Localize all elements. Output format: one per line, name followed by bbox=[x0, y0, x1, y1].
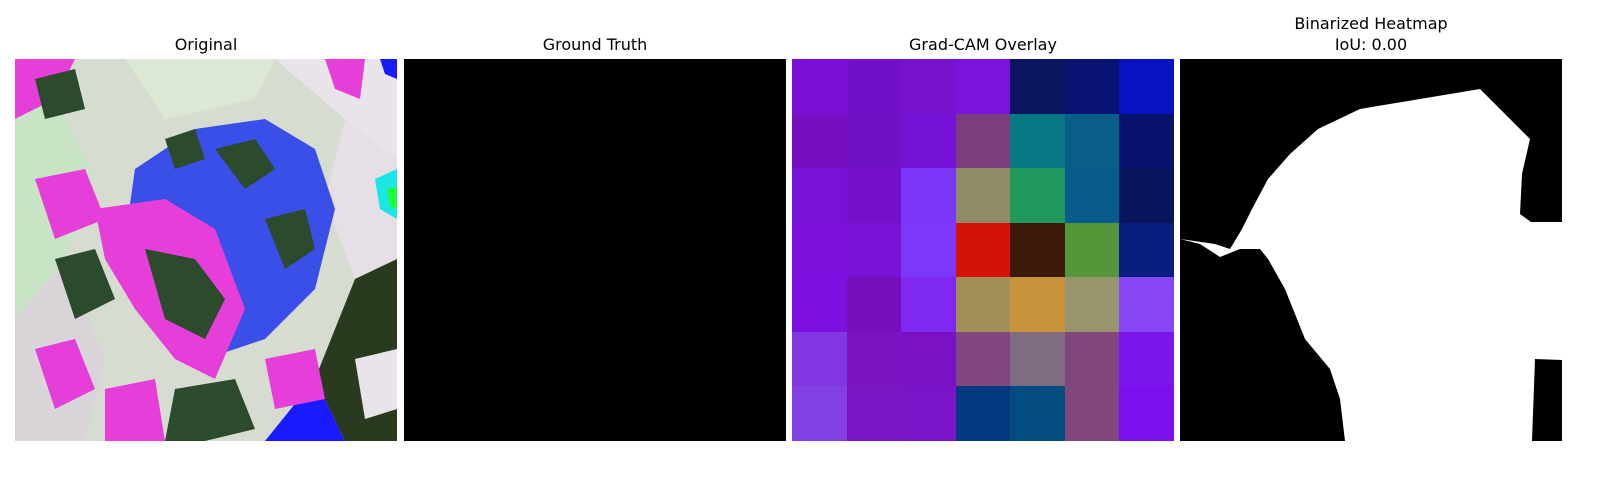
gradcam-cell bbox=[1065, 223, 1119, 277]
gradcam-cell bbox=[1010, 168, 1065, 223]
gradcam-cell bbox=[956, 59, 1010, 114]
gradcam-cell bbox=[1119, 59, 1174, 114]
binarized-heatmap-canvas bbox=[1180, 59, 1562, 441]
gradcam-cell bbox=[1065, 332, 1119, 386]
gradcam-cell bbox=[956, 386, 1010, 441]
ground-truth-title: Ground Truth bbox=[542, 35, 648, 54]
gradcam-cell bbox=[1119, 332, 1174, 386]
gradcam-cell bbox=[956, 277, 1010, 332]
gradcam-cell bbox=[1065, 277, 1119, 332]
gradcam-overlay-title: Grad-CAM Overlay bbox=[909, 35, 1057, 54]
gradcam-cell bbox=[901, 386, 956, 441]
gradcam-cell bbox=[956, 223, 1010, 277]
iou-score-label: IoU: 0.00 bbox=[1334, 35, 1408, 54]
gradcam-cell bbox=[1119, 114, 1174, 168]
gradcam-overlay bbox=[792, 59, 1174, 441]
gradcam-cell bbox=[956, 332, 1010, 386]
gradcam-cell bbox=[847, 277, 901, 332]
gradcam-cell bbox=[1010, 277, 1065, 332]
ground-truth-mask bbox=[404, 59, 786, 441]
gradcam-cell bbox=[847, 386, 901, 441]
gradcam-cell bbox=[1119, 168, 1174, 223]
original-image bbox=[15, 59, 397, 441]
gradcam-cell bbox=[792, 59, 847, 114]
binarized-heatmap bbox=[1180, 59, 1562, 441]
gradcam-cell bbox=[901, 168, 956, 223]
gradcam-cell bbox=[847, 223, 901, 277]
gradcam-cell bbox=[1010, 332, 1065, 386]
gradcam-cell bbox=[792, 386, 847, 441]
gradcam-cell bbox=[1119, 386, 1174, 441]
gradcam-cell bbox=[1119, 223, 1174, 277]
gradcam-cell bbox=[1010, 114, 1065, 168]
gradcam-cell bbox=[792, 114, 847, 168]
gradcam-cell bbox=[847, 59, 901, 114]
gradcam-cell bbox=[1010, 386, 1065, 441]
gradcam-cell bbox=[792, 332, 847, 386]
gradcam-cell bbox=[901, 332, 956, 386]
gradcam-cell bbox=[1010, 59, 1065, 114]
gradcam-cell bbox=[901, 114, 956, 168]
gradcam-cell bbox=[1010, 223, 1065, 277]
binarized-heatmap-title: Binarized Heatmap bbox=[1294, 14, 1448, 33]
gradcam-cell bbox=[901, 59, 956, 114]
gradcam-cell bbox=[1119, 277, 1174, 332]
gradcam-cell bbox=[792, 223, 847, 277]
gradcam-cell bbox=[1065, 114, 1119, 168]
original-image-canvas bbox=[15, 59, 397, 441]
gradcam-cell bbox=[792, 277, 847, 332]
gradcam-cell bbox=[956, 114, 1010, 168]
gradcam-cell bbox=[847, 168, 901, 223]
gradcam-cell bbox=[847, 114, 901, 168]
gradcam-cell bbox=[847, 332, 901, 386]
gradcam-cell bbox=[956, 168, 1010, 223]
gradcam-cell bbox=[792, 168, 847, 223]
gradcam-cell bbox=[901, 277, 956, 332]
gradcam-grid bbox=[792, 59, 1174, 441]
original-title: Original bbox=[174, 35, 238, 54]
gradcam-cell bbox=[1065, 168, 1119, 223]
gradcam-cell bbox=[1065, 386, 1119, 441]
gradcam-cell bbox=[1065, 59, 1119, 114]
gradcam-cell bbox=[901, 223, 956, 277]
